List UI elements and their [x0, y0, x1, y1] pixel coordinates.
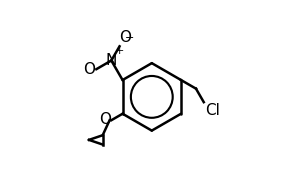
Text: O: O — [120, 30, 132, 45]
Text: O: O — [99, 112, 111, 127]
Text: −: − — [124, 33, 134, 43]
Text: Cl: Cl — [205, 103, 219, 118]
Text: N: N — [106, 53, 117, 68]
Text: O: O — [84, 62, 96, 77]
Text: +: + — [115, 46, 124, 56]
